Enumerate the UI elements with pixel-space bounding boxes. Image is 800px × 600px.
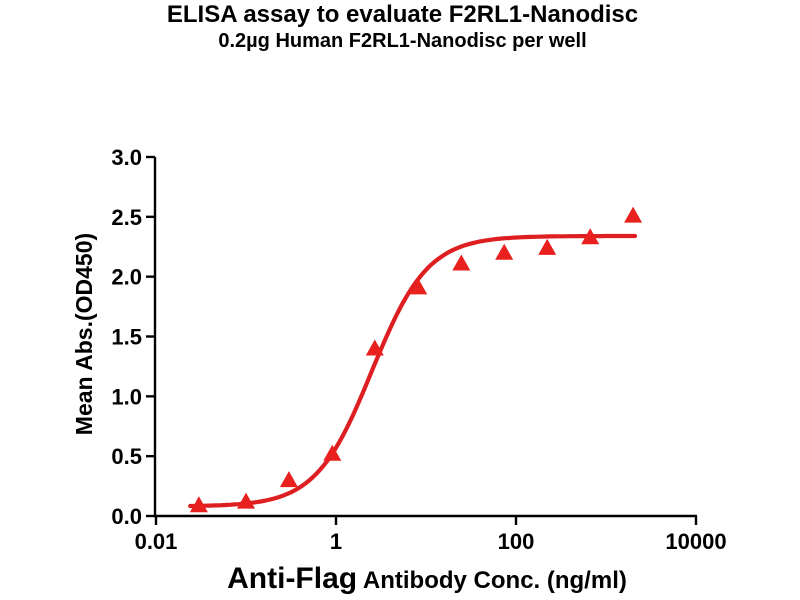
data-point-triangle: [279, 471, 298, 488]
chart-title: ELISA assay to evaluate F2RL1-Nanodisc: [166, 1, 639, 28]
x-tick-label: 100: [498, 529, 535, 554]
x-tick-label: 1: [330, 529, 342, 554]
y-tick-label: 2.5: [111, 205, 142, 230]
y-tick-label: 0.0: [111, 504, 142, 529]
chart-subtitle: 0.2µg Human F2RL1-Nanodisc per well: [218, 30, 587, 52]
data-point-triangle: [323, 444, 342, 461]
x-axis-label: Anti-Flag Antibody Conc. (ng/ml): [54, 564, 800, 594]
data-point-triangle: [365, 339, 384, 356]
data-point-triangle: [409, 278, 428, 295]
x-tick-label: 0.01: [135, 529, 178, 554]
y-tick-label: 0.5: [111, 444, 142, 469]
data-point-triangle: [189, 496, 208, 513]
fit-curve: [188, 233, 638, 509]
x-tick-label: 10000: [665, 529, 726, 554]
y-tick-label: 1.0: [111, 384, 142, 409]
y-tick-label: 2.0: [111, 265, 142, 290]
data-point-triangle: [452, 254, 471, 271]
data-point-triangle: [581, 228, 600, 245]
y-tick-label: 1.5: [111, 325, 142, 350]
data-point-triangle: [237, 492, 255, 509]
data-point-triangle: [624, 206, 643, 223]
x-axis-label-rest: Antibody Conc. (ng/ml): [357, 567, 627, 594]
data-point-triangle: [495, 243, 514, 260]
data-point-triangle: [538, 238, 557, 255]
x-axis-label-emphasis: Anti-Flag: [227, 562, 358, 595]
y-tick-label: 3.0: [111, 145, 142, 170]
